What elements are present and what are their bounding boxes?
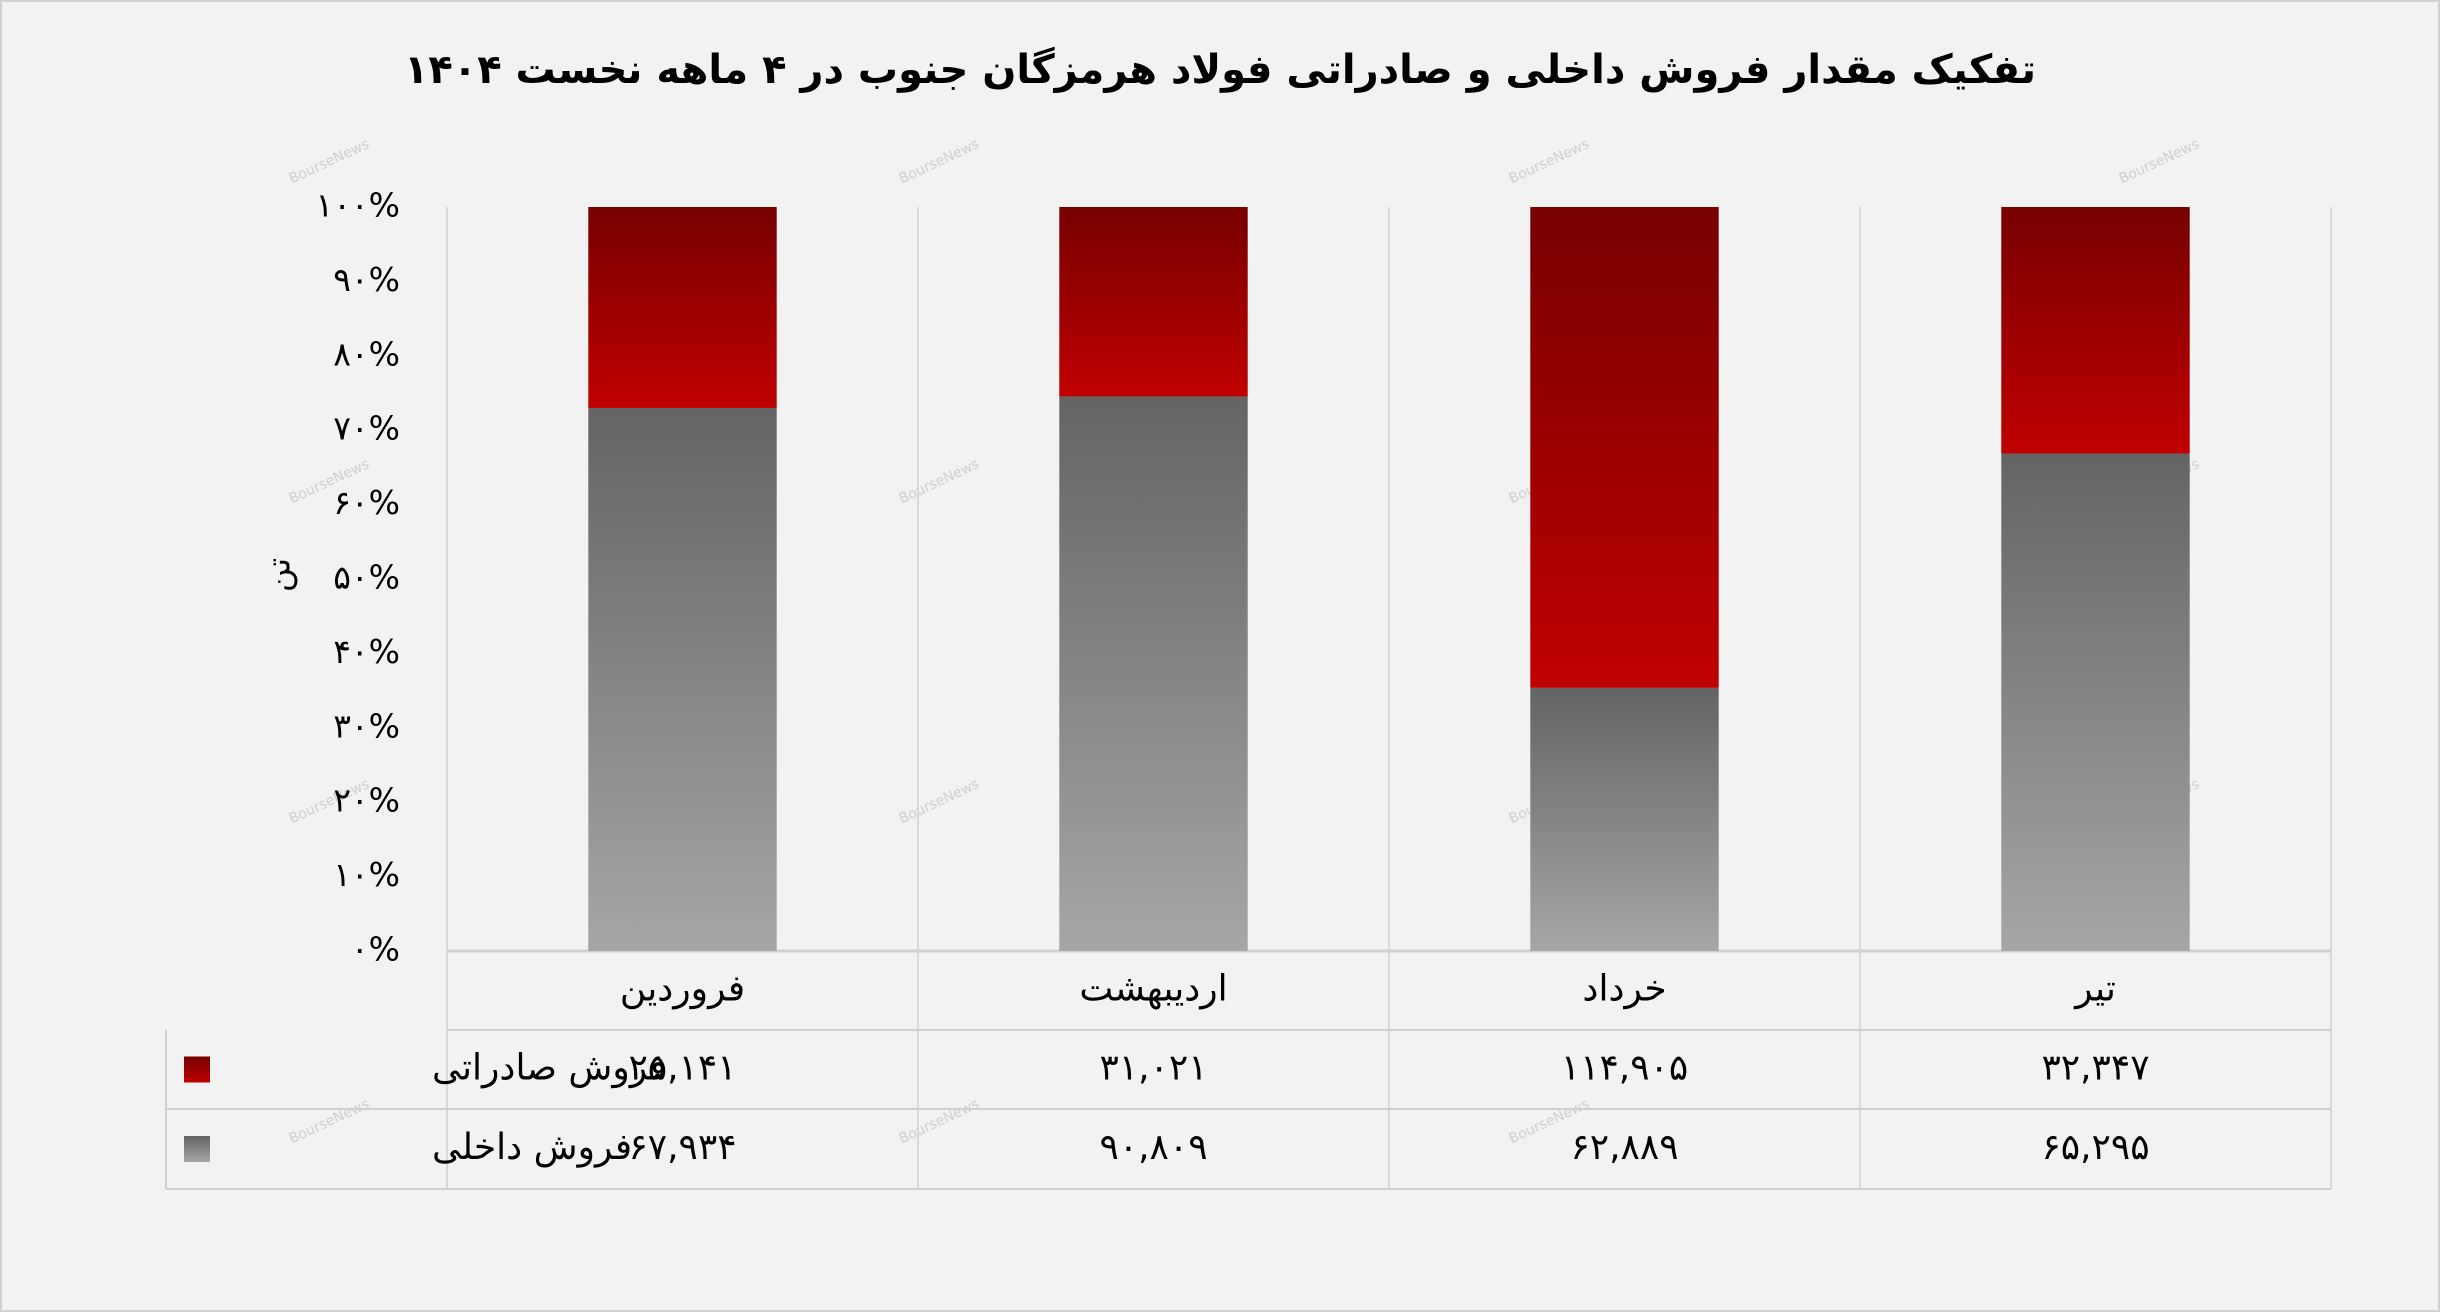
bar-segment (588, 407, 777, 951)
y-tick-label: ۷۰% (333, 409, 400, 448)
y-tick-label: ۰% (351, 930, 400, 969)
y-tick-label: ۱۰% (333, 855, 400, 894)
legend-key (184, 1056, 210, 1083)
legend-key (184, 1136, 210, 1162)
value-label: ۹۰,۸۰۹ (1099, 1127, 1207, 1168)
legend-label: فروش داخلی (432, 1127, 632, 1168)
y-tick-label: ۸۰% (333, 334, 400, 373)
y-tick-label: ۵۰% (333, 558, 400, 597)
bar-segment (1059, 207, 1248, 397)
y-tick-label: ۳۰% (333, 706, 400, 745)
chart-title: تفکیک مقدار فروش داخلی و صادراتی فولاد ه… (404, 46, 2036, 93)
legend-label: فروش صادراتی (432, 1048, 667, 1089)
bar-segment (2001, 207, 2190, 454)
y-tick-label: ۹۰% (333, 260, 400, 299)
y-tick-label: ۱۰۰% (315, 186, 400, 225)
bar-segment (1059, 396, 1248, 951)
y-tick-label: ۴۰% (333, 632, 400, 671)
y-tick-label: ۶۰% (333, 483, 400, 522)
value-label: ۲۵,۱۴۱ (628, 1048, 736, 1089)
y-axis-label: تن (259, 558, 298, 592)
bar-segment (1530, 207, 1719, 688)
value-label: ۱۱۴,۹۰۵ (1561, 1048, 1688, 1089)
value-label: ۶۵,۲۹۵ (2041, 1127, 2149, 1168)
x-tick-label: خرداد (1582, 969, 1666, 1010)
value-label: ۳۲,۳۴۷ (2041, 1048, 2149, 1089)
x-tick-label: فروردین (620, 969, 745, 1010)
y-tick-label: ۲۰% (333, 781, 400, 820)
value-label: ۳۱,۰۲۱ (1099, 1048, 1207, 1089)
bar-segment (1530, 687, 1719, 951)
value-label: ۶۲,۸۸۹ (1570, 1127, 1678, 1168)
value-label: ۶۷,۹۳۴ (628, 1127, 736, 1168)
bar-segment (2001, 453, 2190, 951)
bar-segment (588, 207, 777, 408)
x-tick-label: تیر (2073, 969, 2116, 1010)
x-tick-label: اردیبهشت (1079, 969, 1227, 1010)
